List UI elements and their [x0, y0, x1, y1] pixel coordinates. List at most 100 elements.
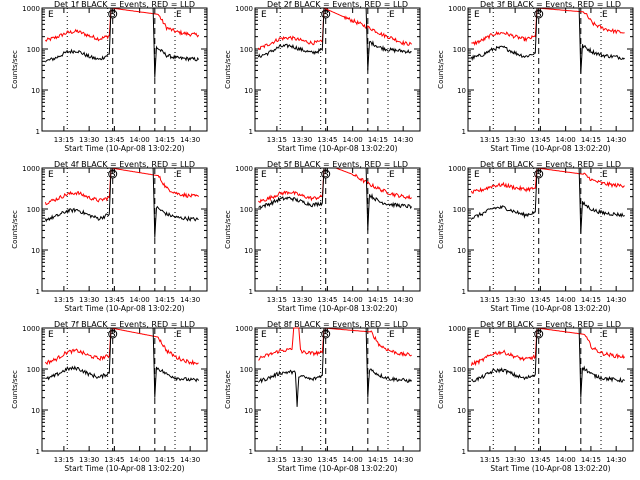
y-axis-label: Counts/sec [224, 370, 232, 409]
chart-panel-2: Det 2f BLACK = Events, RED = LLD 1 10 100 10… [224, 0, 421, 153]
marker-circle [321, 169, 331, 179]
x-tick-label: 13:15 [267, 296, 287, 304]
marker-circle [108, 169, 118, 179]
plot-frame [41, 7, 208, 132]
y-tick-label: 10 [457, 247, 466, 255]
x-tick-label: 13:30 [79, 456, 99, 464]
x-tick-label: 13:15 [54, 136, 74, 144]
marker-label-e: E [389, 330, 395, 340]
x-axis-label: Start Time (10-Apr-08 13:02:20) [64, 304, 184, 313]
series-line-black [471, 327, 625, 398]
marker-label-e: E [261, 170, 267, 180]
y-axis-label: Counts/sec [437, 210, 445, 249]
marker-label-e: E [176, 170, 182, 180]
x-tick-label: 13:15 [54, 456, 74, 464]
x-tick-label: 14:30 [606, 456, 626, 464]
marker-label-e: E [602, 330, 608, 340]
x-tick-label: 14:30 [180, 456, 200, 464]
y-tick-label: 100 [240, 366, 253, 374]
y-tick-label: 1 [462, 288, 466, 296]
marker-label-s: S [536, 10, 542, 20]
x-tick-label: 14:00 [556, 296, 576, 304]
marker-label-e: E [176, 330, 182, 340]
marker-label-s: S [323, 10, 329, 20]
chart-title: Det 8f BLACK = Events, RED = LLD [267, 320, 408, 329]
y-tick-label: 1 [249, 128, 253, 136]
y-tick-label: 1000 [448, 165, 466, 173]
x-tick-label: 14:15 [368, 136, 388, 144]
x-tick-label: 14:30 [606, 136, 626, 144]
series-line-red [470, 327, 625, 367]
y-tick-label: 10 [31, 247, 40, 255]
y-tick-label: 1 [36, 448, 40, 456]
x-tick-label: 13:45 [530, 456, 550, 464]
x-axis-label: Start Time (10-Apr-08 13:02:20) [490, 144, 610, 153]
chart-title: Det 5f BLACK = Events, RED = LLD [267, 160, 408, 169]
y-tick-label: 1 [249, 448, 253, 456]
marker-label-e: E [602, 170, 608, 180]
x-tick-label: 13:45 [104, 136, 124, 144]
marker-circle [321, 329, 331, 339]
x-tick-label: 13:45 [317, 296, 337, 304]
x-tick-label: 13:45 [317, 136, 337, 144]
plot-frame [467, 167, 634, 292]
chart-panel-3: Det 3f BLACK = Events, RED = LLD 1 10 100 10… [437, 0, 634, 153]
x-tick-label: 13:30 [505, 136, 525, 144]
x-tick-label: 13:15 [480, 136, 500, 144]
x-tick-label: 13:30 [505, 456, 525, 464]
x-tick-label: 13:15 [480, 456, 500, 464]
marker-label-e: E [176, 10, 182, 20]
y-tick-label: 10 [457, 407, 466, 415]
x-tick-label: 13:45 [104, 456, 124, 464]
y-tick-label: 100 [453, 206, 466, 214]
x-tick-label: 14:00 [556, 136, 576, 144]
chart-title: Det 2f BLACK = Events, RED = LLD [267, 0, 408, 9]
x-tick-label: 14:30 [393, 456, 413, 464]
x-axis-label: Start Time (10-Apr-08 13:02:20) [490, 464, 610, 473]
chart-panel-6: Det 6f BLACK = Events, RED = LLD 1 10 100 10… [437, 160, 634, 313]
marker-label-s: S [323, 170, 329, 180]
y-axis-label: Counts/sec [11, 370, 19, 409]
y-tick-label: 10 [31, 87, 40, 95]
x-tick-label: 13:30 [505, 296, 525, 304]
y-axis-label: Counts/sec [11, 210, 19, 249]
chart-title: Det 9f BLACK = Events, RED = LLD [480, 320, 621, 329]
y-tick-label: 1000 [235, 325, 253, 333]
x-axis-label: Start Time (10-Apr-08 13:02:20) [277, 144, 397, 153]
plot-frame [467, 7, 634, 132]
x-tick-label: 14:30 [180, 136, 200, 144]
y-tick-label: 10 [31, 407, 40, 415]
x-tick-label: 14:15 [368, 456, 388, 464]
plot-frame [254, 327, 421, 452]
y-axis-label: Counts/sec [437, 50, 445, 89]
x-tick-label: 14:30 [606, 296, 626, 304]
series-line-black [44, 7, 200, 78]
series-line-black [257, 7, 412, 71]
y-tick-label: 100 [27, 206, 40, 214]
plot-frame [41, 327, 208, 452]
x-tick-label: 14:30 [393, 296, 413, 304]
y-tick-label: 100 [453, 46, 466, 54]
chart-panel-5: Det 5f BLACK = Events, RED = LLD 1 10 100 10… [224, 160, 421, 313]
y-tick-label: 1000 [22, 325, 40, 333]
x-tick-label: 14:15 [155, 456, 175, 464]
y-tick-label: 100 [27, 46, 40, 54]
x-tick-label: 13:30 [79, 296, 99, 304]
x-tick-label: 13:45 [104, 296, 124, 304]
x-tick-label: 14:30 [180, 296, 200, 304]
series-line-red [471, 7, 625, 46]
x-tick-label: 14:15 [155, 296, 175, 304]
series-line-black [258, 327, 413, 407]
x-tick-label: 14:15 [581, 296, 601, 304]
y-tick-label: 1 [36, 288, 40, 296]
y-tick-label: 1000 [22, 165, 40, 173]
x-tick-label: 13:15 [480, 296, 500, 304]
x-tick-label: 13:45 [530, 136, 550, 144]
x-axis-label: Start Time (10-Apr-08 13:02:20) [277, 464, 397, 473]
series-line-black [470, 7, 625, 74]
series-line-red [258, 327, 412, 361]
x-tick-label: 13:45 [317, 456, 337, 464]
x-tick-label: 14:15 [581, 456, 601, 464]
marker-label-s: S [110, 330, 116, 340]
x-tick-label: 13:15 [267, 456, 287, 464]
